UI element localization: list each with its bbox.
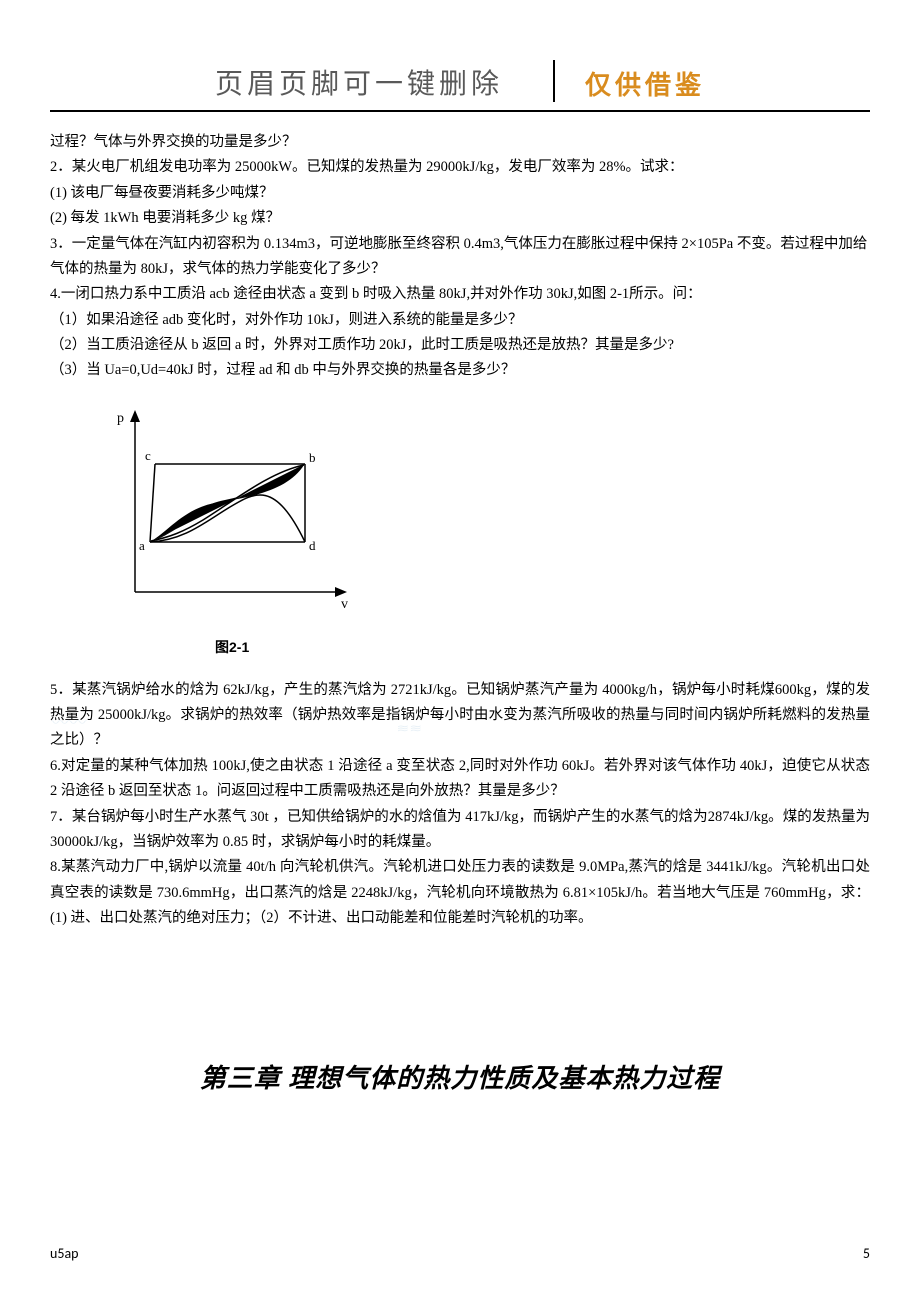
label-a: a (139, 538, 145, 553)
pv-diagram-figure: p v a c b d 图2-1 (95, 402, 870, 660)
document-page: 页眉页脚可一键删除 仅供借鉴 过程？气体与外界交换的功量是多少？ 2．某火电厂机… (0, 0, 920, 1302)
label-b: b (309, 450, 316, 465)
para-4: (2) 每发 1kWh 电要消耗多少 kg 煤？ (50, 206, 870, 231)
header-left-text: 页眉页脚可一键删除 (215, 62, 533, 102)
pv-diagram-svg: p v a c b d (95, 402, 355, 622)
para-7: （1）如果沿途径 adb 变化时，对外作功 10kJ，则进入系统的能量是多少？ (50, 308, 870, 333)
y-axis-arrow-icon (130, 410, 140, 422)
header-divider (553, 60, 555, 102)
para-10: 5．某蒸汽锅炉给水的焓为 62kJ/kg，产生的蒸汽焓为 2721kJ/kg。已… (50, 678, 870, 754)
para-6: 4.一闭口热力系中工质沿 acb 途径由状态 a 变到 b 时吸入热量 80kJ… (50, 282, 870, 307)
x-axis-arrow-icon (335, 587, 347, 597)
chapter-title: 第三章 理想气体的热力性质及基本热力过程 (50, 1056, 870, 1102)
page-header: 页眉页脚可一键删除 仅供借鉴 (50, 60, 870, 112)
para-13: 8.某蒸汽动力厂中,锅炉以流量 40t/h 向汽轮机供汽。汽轮机进口处压力表的读… (50, 855, 870, 931)
para-8: （2）当工质沿途径从 b 返回 a 时，外界对工质作功 20kJ，此时工质是吸热… (50, 333, 870, 358)
main-content: 过程？气体与外界交换的功量是多少？ 2．某火电厂机组发电功率为 25000kW。… (50, 130, 870, 1102)
label-p: p (117, 411, 124, 426)
para-12: 7．某台锅炉每小时生产水蒸气 30t ，已知供给锅炉的水的焓值为 417kJ/k… (50, 805, 870, 856)
label-v: v (341, 597, 348, 612)
para-11: 6.对定量的某种气体加热 100kJ,使之由状态 1 沿途径 a 变至状态 2,… (50, 754, 870, 805)
para-2: 2．某火电厂机组发电功率为 25000kW。已知煤的发热量为 29000kJ/k… (50, 155, 870, 180)
footer-page-number: 5 (863, 1245, 870, 1262)
para-5: 3．一定量气体在汽缸内初容积为 0.134m3，可逆地膨胀至终容积 0.4m3,… (50, 232, 870, 283)
page-footer: u5ap 5 (50, 1245, 870, 1262)
label-c: c (145, 448, 151, 463)
footer-left: u5ap (50, 1245, 79, 1262)
diagram-caption: 图2-1 (95, 635, 870, 660)
para-1: 过程？气体与外界交换的功量是多少？ (50, 130, 870, 155)
para-9: （3）当 Ua=0,Ud=40kJ 时，过程 ad 和 db 中与外界交换的热量… (50, 358, 870, 383)
header-right-text: 仅供借鉴 (575, 65, 705, 102)
para-3: (1) 该电厂每昼夜要消耗多少吨煤？ (50, 181, 870, 206)
path-ac (150, 464, 155, 542)
label-d: d (309, 538, 316, 553)
